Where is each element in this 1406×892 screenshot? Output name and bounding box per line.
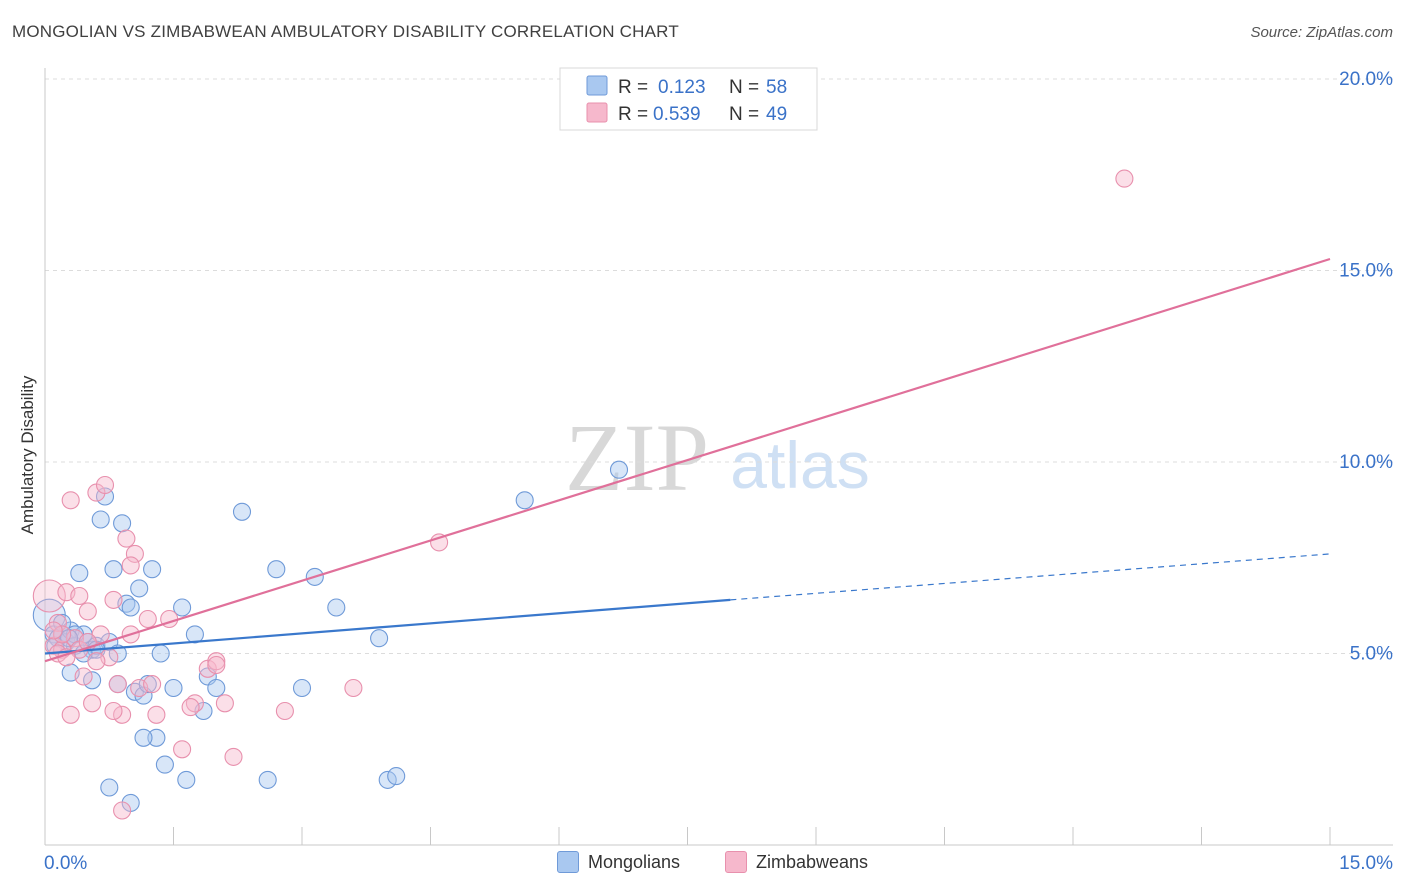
y-tick-label-3: 20.0% xyxy=(1339,69,1393,90)
y-tick-label-2: 15.0% xyxy=(1339,261,1393,282)
tick-labels: 5.0% 10.0% 15.0% 20.0% 0.0% 15.0% xyxy=(44,69,1393,874)
zimbabwean-point-18 xyxy=(117,529,136,548)
zimbabwean-point-5 xyxy=(61,491,80,510)
zimbabwean-point-31 xyxy=(275,701,294,721)
zimbabweans-points xyxy=(32,169,1134,820)
mongolian-point-37 xyxy=(267,560,286,579)
mongolian-point-40 xyxy=(327,598,346,617)
mongolian-point-43 xyxy=(387,767,406,786)
zimbabwean-point-48 xyxy=(143,675,162,694)
mongolian-point-34 xyxy=(207,678,226,698)
mongolian-point-44 xyxy=(515,491,534,510)
series-legend: Mongolians Zimbabweans xyxy=(0,851,1406,877)
zimbabwean-point-9 xyxy=(78,602,97,621)
zimbabwean-point-0 xyxy=(32,579,66,613)
mongolian-point-15 xyxy=(104,560,123,579)
legend-item-mongolians[interactable]: Mongolians xyxy=(557,851,680,873)
zimbabwean-point-39 xyxy=(61,705,80,724)
mongolian-point-38 xyxy=(292,678,312,698)
watermark-zip: ZIP xyxy=(565,404,709,511)
mongolian-point-12 xyxy=(91,510,110,529)
mongolian-point-28 xyxy=(164,678,183,698)
zimbabwean-point-37 xyxy=(87,652,106,671)
stats-legend: R = 0.123 N = 58 R = 0.539 N = 49 xyxy=(559,67,818,131)
mongolians-trend-line xyxy=(44,598,731,655)
legend-swatch-zimbabweans xyxy=(586,102,608,123)
legend-item-zimbabweans[interactable]: Zimbabweans xyxy=(725,851,868,873)
zimbabwean-point-13 xyxy=(95,475,115,495)
zimbabwean-point-25 xyxy=(173,740,192,759)
x-tick-label-0: 0.0% xyxy=(44,853,87,874)
zimbabwean-point-28 xyxy=(207,652,226,671)
legend-label-zimbabweans: Zimbabweans xyxy=(756,851,869,872)
mongolian-point-54 xyxy=(134,728,153,747)
zimbabwean-point-42 xyxy=(121,556,140,575)
mongolians-trend-extension xyxy=(730,553,1331,601)
mongolian-point-19 xyxy=(121,598,140,617)
zimbabwean-point-10 xyxy=(83,694,102,713)
legend-r-label-2: R = xyxy=(618,104,648,125)
x-tick-label-1: 15.0% xyxy=(1339,853,1393,874)
zimbabwean-point-20 xyxy=(125,544,144,563)
mongolian-point-24 xyxy=(143,560,162,579)
zimbabwean-point-30 xyxy=(224,747,243,766)
mongolian-point-42 xyxy=(378,770,397,789)
mongolian-point-21 xyxy=(130,579,149,598)
zimbabwean-point-29 xyxy=(215,694,234,713)
legend-swatch-mongolians xyxy=(586,75,608,96)
mongolian-point-17 xyxy=(113,514,132,533)
zimbabwean-point-35 xyxy=(53,625,72,644)
mongolian-point-48 xyxy=(100,778,119,797)
y-tick-label-1: 10.0% xyxy=(1339,452,1393,473)
zimbabwean-point-38 xyxy=(104,701,123,721)
zimbabwean-point-22 xyxy=(138,609,157,629)
zimbabwean-point-16 xyxy=(108,675,127,694)
mongolian-point-53 xyxy=(108,644,127,663)
mongolian-point-25 xyxy=(147,728,166,747)
legend-label-mongolians: Mongolians xyxy=(588,851,681,872)
mongolian-point-26 xyxy=(151,644,170,663)
zimbabwean-point-17 xyxy=(113,705,132,724)
legend-n-label-1: N = xyxy=(729,77,759,98)
mongolian-point-31 xyxy=(185,625,204,644)
legend-n-value-1: 58 xyxy=(766,77,787,98)
legend-r-label-1: R = xyxy=(618,77,648,98)
legend-r-value-2: 0.539 xyxy=(653,104,701,125)
y-tick-label-0: 5.0% xyxy=(1350,644,1393,665)
zimbabwean-point-32 xyxy=(344,678,363,698)
zimbabwean-point-8 xyxy=(74,667,93,686)
zimbabwean-point-43 xyxy=(181,698,200,717)
trend-lines xyxy=(44,257,1331,663)
zimbabwean-point-44 xyxy=(207,655,226,675)
mongolian-point-29 xyxy=(173,598,192,617)
mongolian-point-27 xyxy=(155,755,174,774)
zimbabwean-point-15 xyxy=(104,590,123,609)
chart-source: Source: ZipAtlas.com xyxy=(1250,24,1393,41)
mongolian-point-30 xyxy=(177,770,196,789)
legend-n-value-2: 49 xyxy=(766,104,787,125)
gridlines xyxy=(45,78,1393,654)
mongolians-swatch xyxy=(557,851,579,873)
zimbabweans-swatch xyxy=(725,851,747,873)
zimbabweans-trend-line xyxy=(44,257,1331,663)
zimbabwean-point-45 xyxy=(113,801,132,820)
chart-title: MONGOLIAN VS ZIMBABWEAN AMBULATORY DISAB… xyxy=(12,22,679,41)
mongolian-point-23 xyxy=(138,675,157,694)
legend-r-value-1: 0.123 xyxy=(658,77,706,98)
legend-n-label-2: N = xyxy=(729,104,759,125)
zimbabwean-point-23 xyxy=(147,705,166,724)
zimbabwean-point-34 xyxy=(1115,169,1134,188)
axes xyxy=(44,68,1393,846)
mongolian-point-35 xyxy=(232,502,252,521)
mongolian-point-45 xyxy=(609,460,629,479)
mongolian-point-47 xyxy=(83,671,102,690)
mongolian-point-7 xyxy=(70,564,89,583)
zimbabwean-point-46 xyxy=(44,621,63,640)
mongolian-point-41 xyxy=(370,629,389,648)
mongolian-point-36 xyxy=(258,770,277,789)
zimbabwean-point-7 xyxy=(70,586,89,606)
